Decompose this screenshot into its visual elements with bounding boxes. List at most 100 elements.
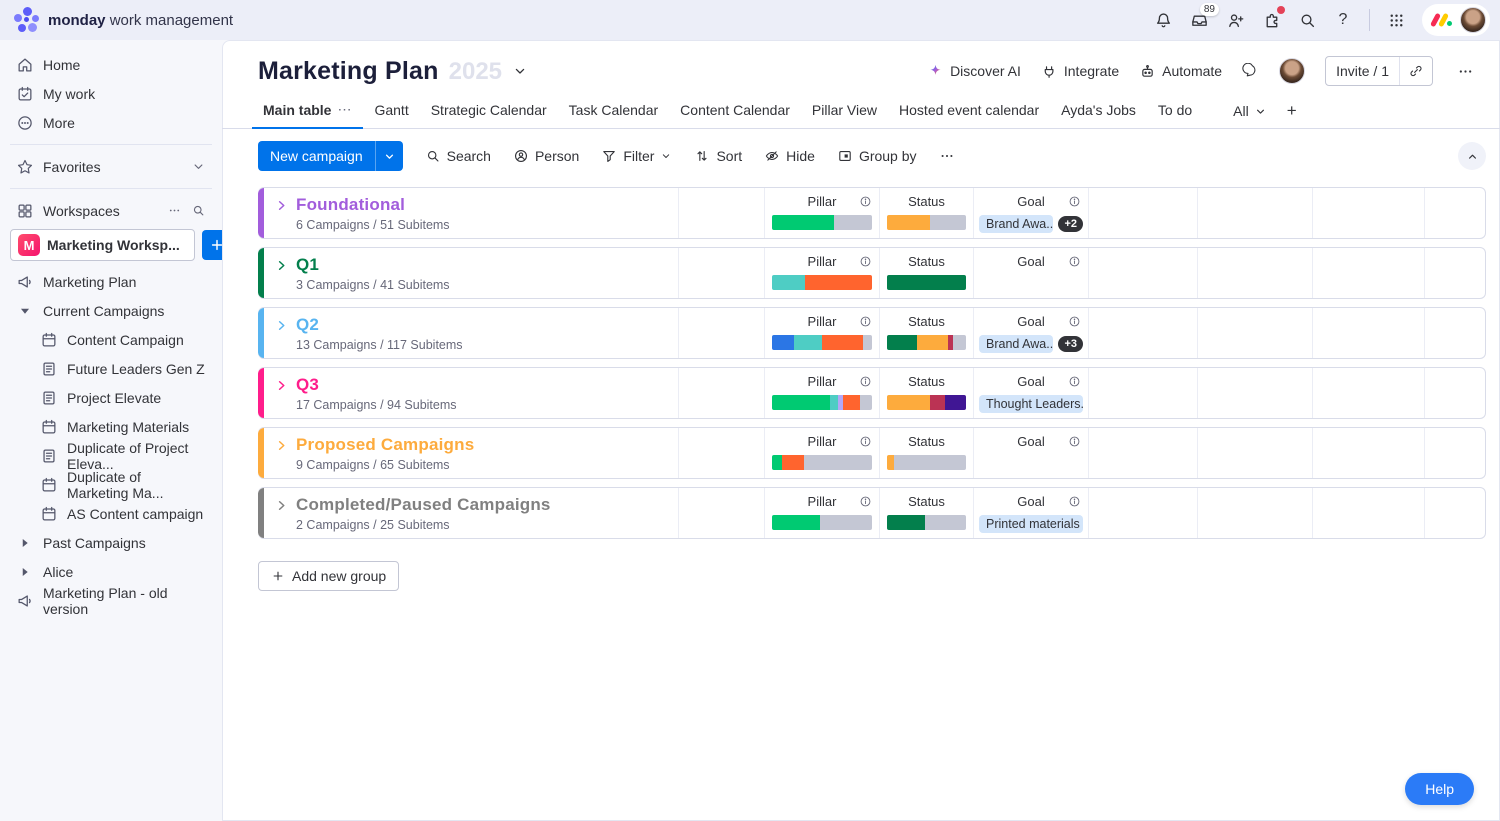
group-row-foundational[interactable]: Foundational 6 Campaigns / 51 Subitems Pil… xyxy=(258,187,1486,239)
automate-button[interactable]: Automate xyxy=(1139,63,1222,80)
caret-right-icon[interactable] xyxy=(16,563,34,581)
sidebar-item-home[interactable]: Home xyxy=(8,50,214,79)
goal-badge[interactable]: Brand Awa... xyxy=(979,214,1054,233)
group-name-cell[interactable]: Proposed Campaigns 9 Campaigns / 65 Subit… xyxy=(264,428,678,478)
apps-marketplace-icon[interactable] xyxy=(1255,4,1287,36)
group-name-cell[interactable]: Q2 13 Campaigns / 117 Subitems xyxy=(264,308,678,358)
group-expand-chevron-icon[interactable] xyxy=(274,378,289,393)
goal-more-count[interactable]: +2 xyxy=(1058,215,1083,232)
status-summary-bar[interactable] xyxy=(887,215,966,230)
board-owner-avatar[interactable] xyxy=(1279,58,1306,84)
all-views-dropdown[interactable]: All xyxy=(1233,103,1267,119)
group-expand-chevron-icon[interactable] xyxy=(274,438,289,453)
group-name-cell[interactable]: Q3 17 Campaigns / 94 Subitems xyxy=(264,368,678,418)
status-summary-bar[interactable] xyxy=(887,275,966,290)
caret-right-icon[interactable] xyxy=(16,534,34,552)
profile-pill[interactable] xyxy=(1422,4,1490,36)
info-icon[interactable] xyxy=(859,315,872,328)
caret-down-icon[interactable] xyxy=(16,302,34,320)
invite-members-icon[interactable] xyxy=(1219,4,1251,36)
inbox-icon[interactable]: 89 xyxy=(1183,3,1219,36)
group-expand-chevron-icon[interactable] xyxy=(274,318,289,333)
sort-tool[interactable]: Sort xyxy=(694,148,742,164)
integrate-button[interactable]: Integrate xyxy=(1041,63,1119,80)
info-icon[interactable] xyxy=(1068,435,1081,448)
sidebar-workspaces-header[interactable]: Workspaces xyxy=(8,196,214,225)
group-row-proposed-campaigns[interactable]: Proposed Campaigns 9 Campaigns / 65 Subit… xyxy=(258,427,1486,479)
board-chat-icon[interactable] xyxy=(1242,62,1259,80)
board-title[interactable]: Marketing Plan xyxy=(258,56,439,85)
group-title[interactable]: Completed/Paused Campaigns xyxy=(296,495,551,514)
pillar-summary-bar[interactable] xyxy=(772,455,872,470)
group-expand-chevron-icon[interactable] xyxy=(274,198,289,213)
group-title[interactable]: Q3 xyxy=(296,375,320,394)
invite-button[interactable]: Invite / 1 xyxy=(1325,56,1433,86)
group-title[interactable]: Proposed Campaigns xyxy=(296,435,475,454)
group-name-cell[interactable]: Foundational 6 Campaigns / 51 Subitems xyxy=(264,188,678,238)
user-avatar[interactable] xyxy=(1460,7,1486,33)
notifications-bell-icon[interactable] xyxy=(1147,4,1179,36)
chevron-down-icon[interactable] xyxy=(191,159,206,174)
help-icon[interactable]: ? xyxy=(1338,11,1348,28)
group-name-cell[interactable]: Q1 3 Campaigns / 41 Subitems xyxy=(264,248,678,298)
workspace-selector[interactable]: M Marketing Worksp... xyxy=(10,229,203,263)
search-tool[interactable]: Search xyxy=(425,148,491,164)
add-workspace-button[interactable] xyxy=(201,230,222,260)
tab-content-calendar[interactable]: Content Calendar xyxy=(669,95,801,129)
group-row-q2[interactable]: Q2 13 Campaigns / 117 Subitems Pillar Statu… xyxy=(258,307,1486,359)
sidebar-item-current-campaigns[interactable]: Current Campaigns xyxy=(8,296,214,325)
sidebar-favorites[interactable]: Favorites xyxy=(8,152,214,181)
group-by-tool[interactable]: Group by xyxy=(837,148,917,164)
goal-badge[interactable]: Brand Awa... xyxy=(979,334,1054,353)
sidebar-item-marketing-plan-old-version[interactable]: Marketing Plan - old version xyxy=(8,585,214,617)
help-button[interactable]: Help xyxy=(1405,773,1474,805)
sidebar-item-project-elevate[interactable]: Project Elevate xyxy=(8,383,214,412)
sidebar-item-duplicate-of-marketing-ma[interactable]: Duplicate of Marketing Ma... xyxy=(8,469,214,501)
status-summary-bar[interactable] xyxy=(887,515,966,530)
hide-tool[interactable]: Hide xyxy=(764,148,815,164)
sidebar-item-as-content-campaign[interactable]: AS Content campaign xyxy=(8,499,214,528)
group-row-q1[interactable]: Q1 3 Campaigns / 41 Subitems Pillar Status G… xyxy=(258,247,1486,299)
board-title-chevron-icon[interactable] xyxy=(512,63,528,79)
pillar-summary-bar[interactable] xyxy=(772,515,872,530)
pillar-summary-bar[interactable] xyxy=(772,335,872,350)
status-summary-bar[interactable] xyxy=(887,335,966,350)
sidebar-item-alice[interactable]: Alice xyxy=(8,557,214,586)
info-icon[interactable] xyxy=(859,495,872,508)
group-title[interactable]: Q1 xyxy=(296,255,320,274)
sidebar-item-duplicate-of-project-eleva[interactable]: Duplicate of Project Eleva... xyxy=(8,440,214,472)
add-view-button[interactable]: + xyxy=(1286,101,1297,120)
group-name-cell[interactable]: Completed/Paused Campaigns 2 Campaigns / … xyxy=(264,488,678,538)
info-icon[interactable] xyxy=(1068,315,1081,328)
tab-menu-icon[interactable]: ⋯ xyxy=(337,101,353,117)
person-tool[interactable]: Person xyxy=(513,148,579,164)
pillar-summary-bar[interactable] xyxy=(772,275,872,290)
workspaces-menu-icon[interactable] xyxy=(167,203,182,218)
goal-badge[interactable]: Printed materials xyxy=(979,514,1083,533)
tab-hosted-event-calendar[interactable]: Hosted event calendar xyxy=(888,95,1050,129)
group-expand-chevron-icon[interactable] xyxy=(274,258,289,273)
workspaces-search-icon[interactable] xyxy=(191,203,206,218)
sidebar-item-marketing-materials[interactable]: Marketing Materials xyxy=(8,412,214,441)
pillar-summary-bar[interactable] xyxy=(772,395,872,410)
info-icon[interactable] xyxy=(859,435,872,448)
group-row-q3[interactable]: Q3 17 Campaigns / 94 Subitems Pillar Status… xyxy=(258,367,1486,419)
app-grid-icon[interactable] xyxy=(1380,4,1412,36)
info-icon[interactable] xyxy=(1068,195,1081,208)
tab-pillar-view[interactable]: Pillar View xyxy=(801,95,888,129)
board-menu-icon[interactable] xyxy=(1453,63,1478,80)
group-expand-chevron-icon[interactable] xyxy=(274,498,289,513)
sidebar-item-my-work[interactable]: My work xyxy=(8,79,214,108)
new-campaign-dropdown-icon[interactable] xyxy=(374,141,403,171)
info-icon[interactable] xyxy=(1068,495,1081,508)
pillar-summary-bar[interactable] xyxy=(772,215,872,230)
tab-main-table[interactable]: Main table ⋯ xyxy=(252,94,364,129)
tab-to-do[interactable]: To do xyxy=(1147,95,1203,129)
sidebar-item-content-campaign[interactable]: Content Campaign xyxy=(8,325,214,354)
tab-task-calendar[interactable]: Task Calendar xyxy=(558,95,670,129)
info-icon[interactable] xyxy=(859,255,872,268)
tab-strategic-calendar[interactable]: Strategic Calendar xyxy=(420,95,558,129)
goal-badge[interactable]: Thought Leaders... xyxy=(979,394,1083,413)
tab-ayda-s-jobs[interactable]: Ayda's Jobs xyxy=(1050,95,1147,129)
sidebar-item-future-leaders-gen-z[interactable]: Future Leaders Gen Z xyxy=(8,354,214,383)
